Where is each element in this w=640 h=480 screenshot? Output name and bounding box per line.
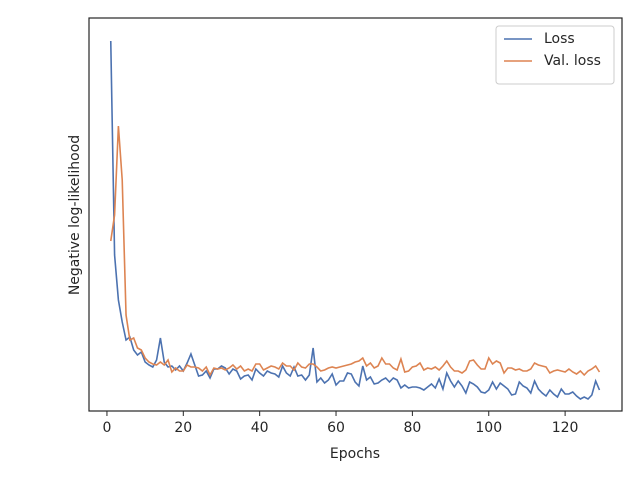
x-tick-label: 0 — [102, 420, 111, 436]
x-tick-label: 60 — [327, 420, 345, 436]
x-tick-label: 100 — [475, 420, 502, 436]
legend-label: Val. loss — [544, 53, 601, 69]
series-line — [109, 125, 601, 377]
y-axis-label: Negative log-likelihood — [67, 135, 83, 295]
series-line — [109, 40, 601, 400]
legend-box — [495, 25, 615, 85]
plot-frame — [88, 17, 623, 412]
x-tick-label: 20 — [174, 420, 192, 436]
x-tick-label: 80 — [403, 420, 421, 436]
legend-label: Loss — [544, 31, 575, 47]
x-axis-label: Epochs — [330, 446, 380, 462]
x-tick-label: 40 — [251, 420, 269, 436]
x-tick-label: 120 — [552, 420, 579, 436]
